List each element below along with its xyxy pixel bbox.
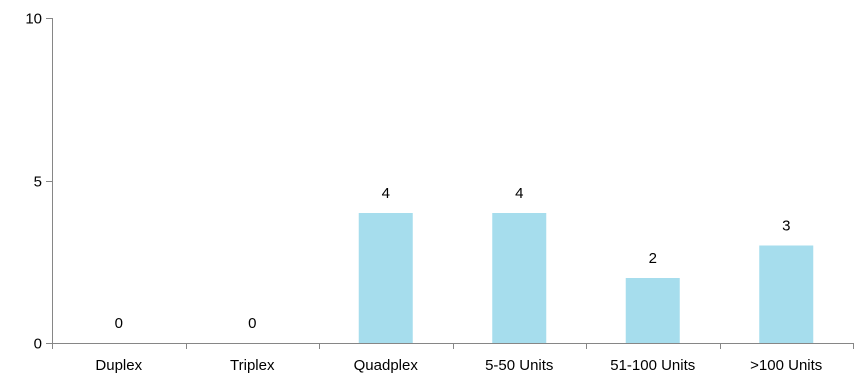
x-category-label: 5-50 Units: [485, 357, 553, 374]
data-label: 0: [115, 315, 123, 332]
x-category-label: >100 Units: [750, 357, 822, 374]
data-label: 4: [515, 185, 523, 202]
y-tick-label: 10: [25, 11, 42, 28]
data-label: 4: [382, 185, 390, 202]
x-category-label: Quadplex: [354, 357, 419, 374]
bar: [625, 278, 680, 343]
x-category-label: Triplex: [230, 357, 275, 374]
x-category-label: 51-100 Units: [610, 357, 695, 374]
bar: [492, 213, 547, 343]
y-axis: 0 5 10: [25, 11, 53, 353]
x-axis: Duplex Triplex Quadplex 5-50 Units 51-100 Un…: [52, 343, 854, 374]
y-tick-label: 5: [34, 174, 42, 191]
bar: [759, 245, 814, 343]
data-labels: 0 0 4 4 2 3: [115, 185, 791, 332]
bars: [358, 213, 814, 343]
x-category-label: Duplex: [95, 357, 142, 374]
data-label: 0: [248, 315, 256, 332]
y-tick-label: 0: [34, 336, 42, 353]
data-label: 3: [782, 218, 790, 235]
bar: [358, 213, 413, 343]
data-label: 2: [649, 250, 657, 267]
